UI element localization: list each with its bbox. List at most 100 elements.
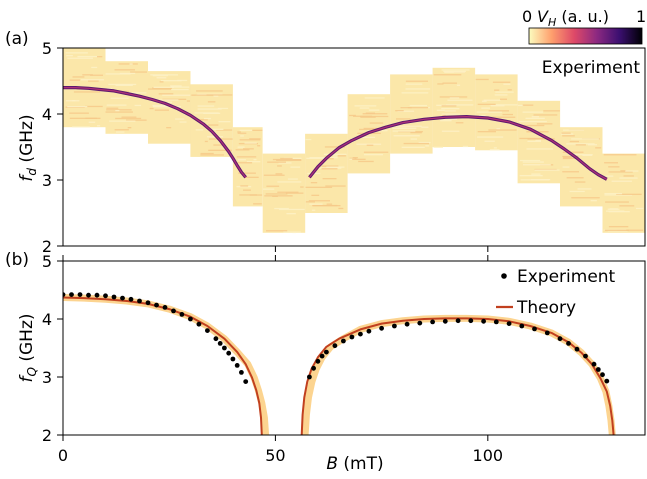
experiment-point [137,298,142,304]
experiment-point [171,308,176,314]
noise-streak [395,110,404,112]
noise-streak [277,181,302,183]
noise-streak [366,144,374,146]
noise-streak [522,161,544,163]
noise-streak [635,207,644,210]
experiment-point [86,292,91,298]
noise-streak [243,148,254,150]
noise-streak [88,121,96,123]
noise-streak [208,149,232,151]
noise-streak [503,83,511,85]
experiment-point [455,318,461,324]
noise-streak [237,159,246,161]
noise-streak [82,74,93,76]
noise-streak [566,143,595,145]
panel-a-y-label: fd (GHz) [17,114,39,181]
noise-streak [148,88,172,90]
noise-streak [305,201,315,203]
panel-label-b: (b) [5,250,29,270]
experiment-point [213,336,219,342]
noise-streak [115,110,120,112]
experiment-point [230,356,236,362]
experiment-point [103,293,108,299]
noise-streak [620,170,626,172]
noise-streak [69,117,97,119]
noise-streak [179,121,187,123]
noise-streak [325,185,346,187]
noise-streak [300,186,304,188]
noise-streak [322,178,337,180]
panel-a-annotation: Experiment [542,58,641,78]
noise-streak [359,107,370,109]
experiment-point [506,321,512,326]
noise-streak [121,92,147,94]
noise-streak [245,176,259,178]
experiment-point [544,330,550,336]
noise-streak [262,188,275,190]
experiment-point [583,353,588,359]
noise-streak [114,129,129,131]
noise-streak [522,104,534,106]
noise-streak [105,73,131,75]
noise-streak [152,75,168,77]
noise-streak [530,179,551,181]
noise-streak [608,166,620,168]
noise-streak [608,171,633,173]
noise-streak [156,77,167,79]
noise-streak [405,88,431,90]
noise-streak [72,126,90,128]
noise-streak [67,106,88,108]
noise-streak [66,100,80,102]
noise-streak [520,124,545,127]
panel-a-y-tick-label: 5 [42,39,52,58]
panel-b-plot [63,292,616,435]
noise-streak [252,129,263,131]
noise-streak [393,125,422,127]
noise-streak [88,80,99,82]
noise-streak [525,117,545,119]
experiment-point [600,372,605,378]
panel-b-y-tick-label: 3 [42,368,52,387]
noise-streak [566,177,584,179]
noise-streak [571,197,600,199]
noise-streak [488,110,509,112]
experiment-point [145,300,151,306]
noise-streak [441,69,470,71]
experiment-point [77,292,83,297]
noise-streak [244,142,257,144]
panel-b-y-tick-label: 4 [42,310,52,329]
noise-streak [490,116,516,118]
noise-streak [477,136,504,138]
noise-streak [616,193,642,195]
experiment-point [481,318,486,324]
noise-streak [605,201,629,203]
noise-streak [421,126,429,128]
noise-streak [292,231,296,234]
noise-streak [619,205,635,207]
noise-streak [243,189,251,191]
noise-streak [152,106,181,108]
noise-streak [410,138,417,140]
noise-streak [158,93,174,95]
noise-streak [483,99,501,101]
noise-streak [310,182,318,184]
noise-streak [607,208,620,210]
noise-streak [604,162,618,164]
noise-streak [283,231,301,233]
noise-streak [488,129,517,131]
legend: Experiment Theory [496,267,616,318]
noise-streak [523,164,551,166]
panel-a-frame [62,47,646,247]
experiment-point [404,321,410,327]
noise-streak [349,158,355,160]
noise-streak [439,118,458,120]
experiment-point [468,318,474,324]
experiment-point [574,346,580,352]
noise-streak [365,112,375,114]
noise-streak [206,94,233,96]
panel-a-y-tick-label: 4 [42,105,52,124]
noise-streak [126,119,147,121]
noise-streak [531,116,539,118]
noise-streak [527,138,555,140]
panel-b-y-label-sub: Q [25,367,39,376]
